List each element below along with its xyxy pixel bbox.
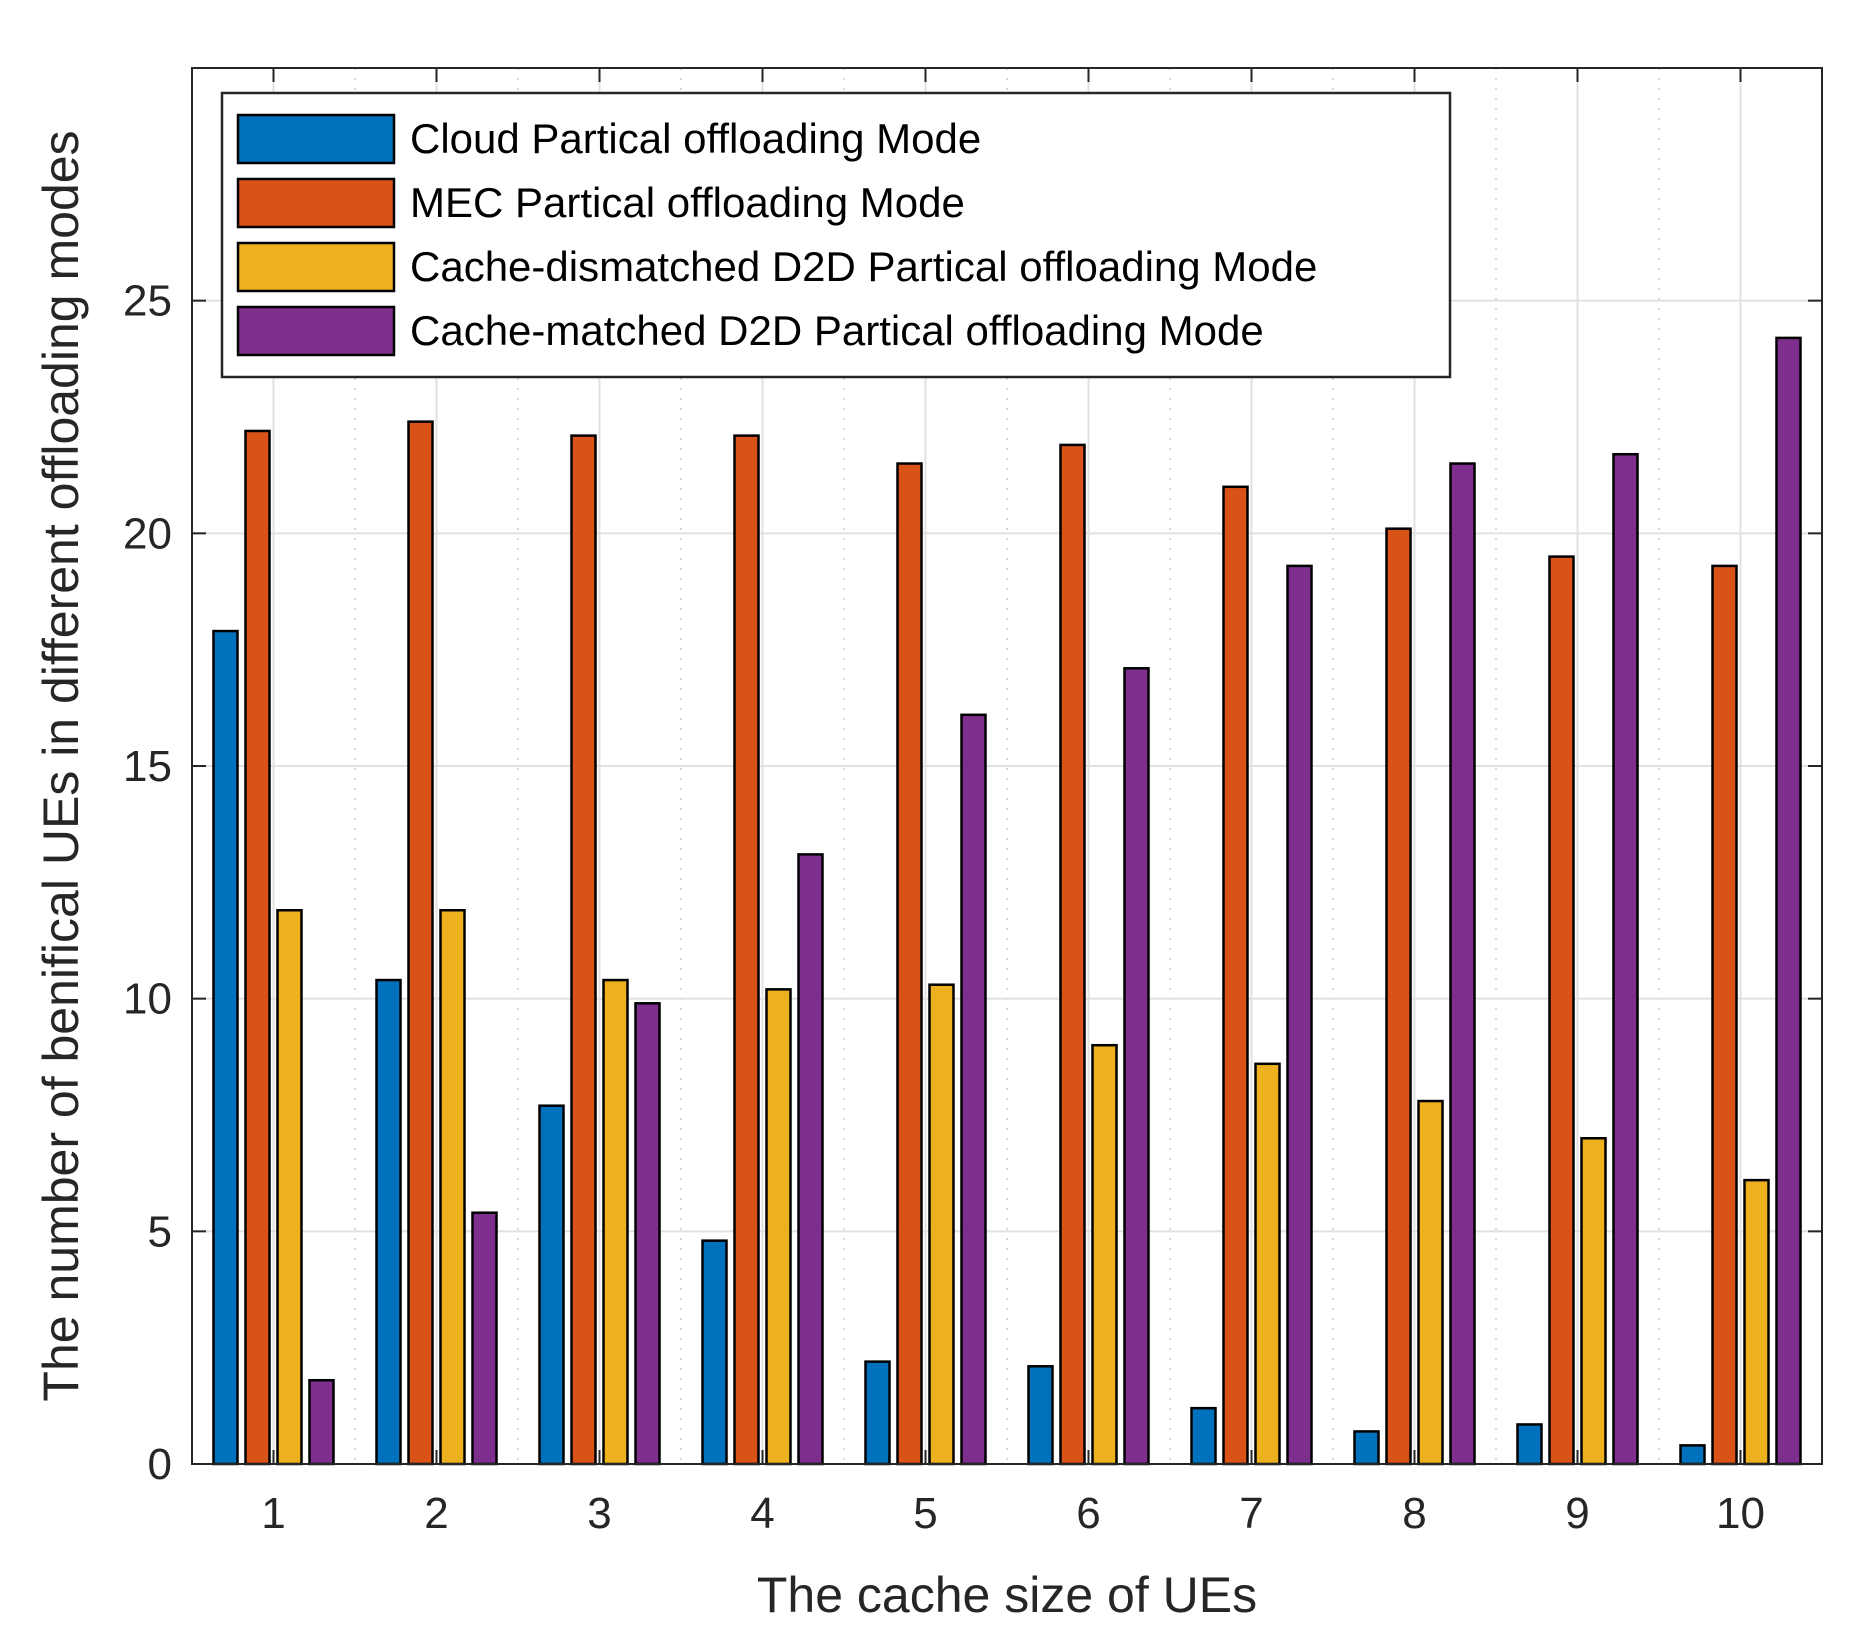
bar-series-2-cat-4 [733,434,760,1466]
x-tick-label: 7 [1239,1489,1263,1538]
x-tick-label: 6 [1076,1489,1100,1538]
y-tick-label: 0 [148,1440,172,1489]
legend: Cloud Partical offloading Mode MEC Partic… [220,91,1452,379]
x-tick-label: 4 [750,1489,774,1538]
bar-series-2-cat-5 [896,462,923,1466]
legend-swatch [236,113,396,165]
axis-ticks: 0 5 10 15 20 25 1 2 3 4 5 6 7 8 9 10 [123,68,1822,1538]
x-axis-label: The cache size of UEs [757,1567,1257,1623]
bar-series-2-cat-8 [1385,527,1412,1466]
x-tick-label: 9 [1565,1489,1589,1538]
x-tick-label: 8 [1402,1489,1426,1538]
bar-series-1-cat-1 [212,629,239,1466]
legend-label: Cloud Partical offloading Mode [410,115,981,162]
bar-series-4-cat-5 [960,713,987,1466]
legend-swatch [236,177,396,229]
x-tick-label: 5 [913,1489,937,1538]
bar-series-2-cat-7 [1222,485,1249,1466]
bar-series-4-cat-10 [1775,336,1802,1466]
bar-series-1-cat-8 [1353,1430,1380,1466]
legend-swatch [236,241,396,293]
bar-series-4-cat-7 [1286,564,1313,1466]
bar-series-3-cat-5 [928,983,955,1466]
bar-series-4-cat-4 [797,853,824,1466]
bar-series-1-cat-6 [1027,1365,1054,1466]
legend-label: Cache-dismatched D2D Partical offloading… [410,243,1317,290]
bar-series-2-cat-6 [1059,443,1086,1466]
bar-series-3-cat-3 [602,978,629,1466]
bar-series-2-cat-1 [244,429,271,1466]
bar-series-4-cat-3 [634,1002,661,1466]
bar-series-4-cat-8 [1449,462,1476,1466]
bar-series-4-cat-6 [1123,667,1150,1466]
bar-series-3-cat-7 [1254,1062,1281,1466]
bar-series-2-cat-9 [1548,555,1575,1466]
bar-series-2-cat-2 [407,420,434,1466]
bar-series-4-cat-1 [308,1378,335,1466]
y-tick-label: 25 [123,277,172,326]
legend-label: MEC Partical offloading Mode [410,179,965,226]
legend-swatch [236,305,396,357]
bar-series-1-cat-4 [701,1239,728,1466]
x-tick-label: 10 [1716,1489,1765,1538]
bar-series-1-cat-7 [1190,1406,1217,1466]
y-tick-label: 5 [148,1207,172,1256]
legend-box [220,91,1452,379]
bar-series-1-cat-5 [864,1360,891,1466]
bar-series-2-cat-10 [1711,564,1738,1466]
legend-label: Cache-matched D2D Partical offloading Mo… [410,307,1264,354]
x-tick-label: 3 [587,1489,611,1538]
bar-series-3-cat-6 [1091,1043,1118,1466]
bar-series-3-cat-10 [1743,1178,1770,1466]
bar-series-1-cat-2 [375,978,402,1466]
bar-series-1-cat-10 [1679,1444,1706,1466]
y-tick-label: 10 [123,975,172,1024]
bar-series-3-cat-9 [1580,1137,1607,1466]
bar-series-3-cat-2 [439,909,466,1466]
y-axis-label: The number of benifical UEs in different… [33,130,89,1401]
y-tick-label: 15 [123,742,172,791]
bar-series-4-cat-9 [1612,452,1639,1466]
x-tick-label: 2 [424,1489,448,1538]
bar-series-3-cat-4 [765,988,792,1466]
bar-series-3-cat-1 [276,909,303,1466]
bar-series-2-cat-3 [570,434,597,1466]
bar-series-3-cat-8 [1417,1099,1444,1466]
bar-series-1-cat-3 [538,1104,565,1466]
x-tick-label: 1 [261,1489,285,1538]
bar-series-4-cat-2 [471,1211,498,1466]
y-tick-label: 20 [123,509,172,558]
bar-series-1-cat-9 [1516,1423,1543,1466]
